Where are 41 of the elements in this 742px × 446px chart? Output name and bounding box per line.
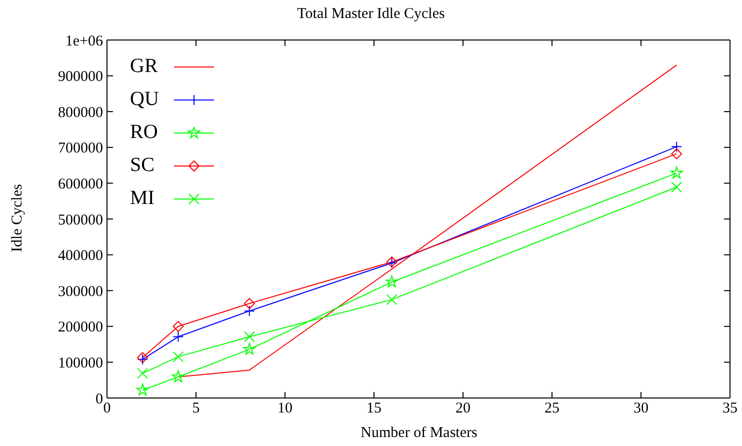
y-tick-label: 800000	[58, 104, 103, 121]
point	[671, 182, 682, 193]
y-tick-label: 500000	[58, 212, 103, 228]
point	[670, 166, 683, 179]
x-tick-label: 25	[544, 400, 560, 417]
x-tick-label: 15	[366, 400, 382, 417]
x-tick-label: 30	[634, 400, 648, 417]
point	[172, 370, 184, 382]
chart-title: Total Master Idle Cycles	[296, 6, 446, 23]
legend-label: SC	[130, 154, 156, 177]
x-tick-label: 35	[722, 400, 738, 417]
point	[244, 298, 255, 309]
point	[671, 141, 682, 152]
point	[386, 276, 398, 288]
legend-label: MI	[130, 187, 156, 210]
point	[137, 368, 148, 379]
legend-label: QU	[130, 88, 160, 111]
y-axis-title: Idle Cycles	[10, 184, 26, 252]
y-tick-label: 200000	[58, 320, 103, 336]
legend-label: GR	[130, 55, 159, 78]
point	[172, 351, 184, 362]
point	[671, 148, 682, 160]
x-tick-label: 10	[278, 400, 292, 417]
point	[172, 331, 184, 342]
point	[243, 342, 256, 355]
y-tick-label: 1e+06	[65, 33, 104, 50]
point	[172, 320, 184, 332]
x-axis-title: Number of Masters	[360, 425, 478, 442]
y-tick-label: 700000	[58, 140, 103, 157]
x-tick-label: 20	[456, 400, 470, 417]
y-tick-label: 100000	[58, 356, 103, 372]
point	[136, 384, 149, 396]
point	[244, 331, 255, 342]
y-tick-label: 400000	[58, 248, 103, 264]
point	[386, 294, 398, 306]
y-tick-label: 900000	[58, 69, 103, 86]
point	[244, 306, 255, 317]
x-tick-label: 5	[192, 400, 200, 417]
legend-label: RO	[130, 121, 159, 144]
y-tick-label: 600000	[58, 176, 103, 193]
y-tick-label: 300000	[58, 284, 103, 300]
